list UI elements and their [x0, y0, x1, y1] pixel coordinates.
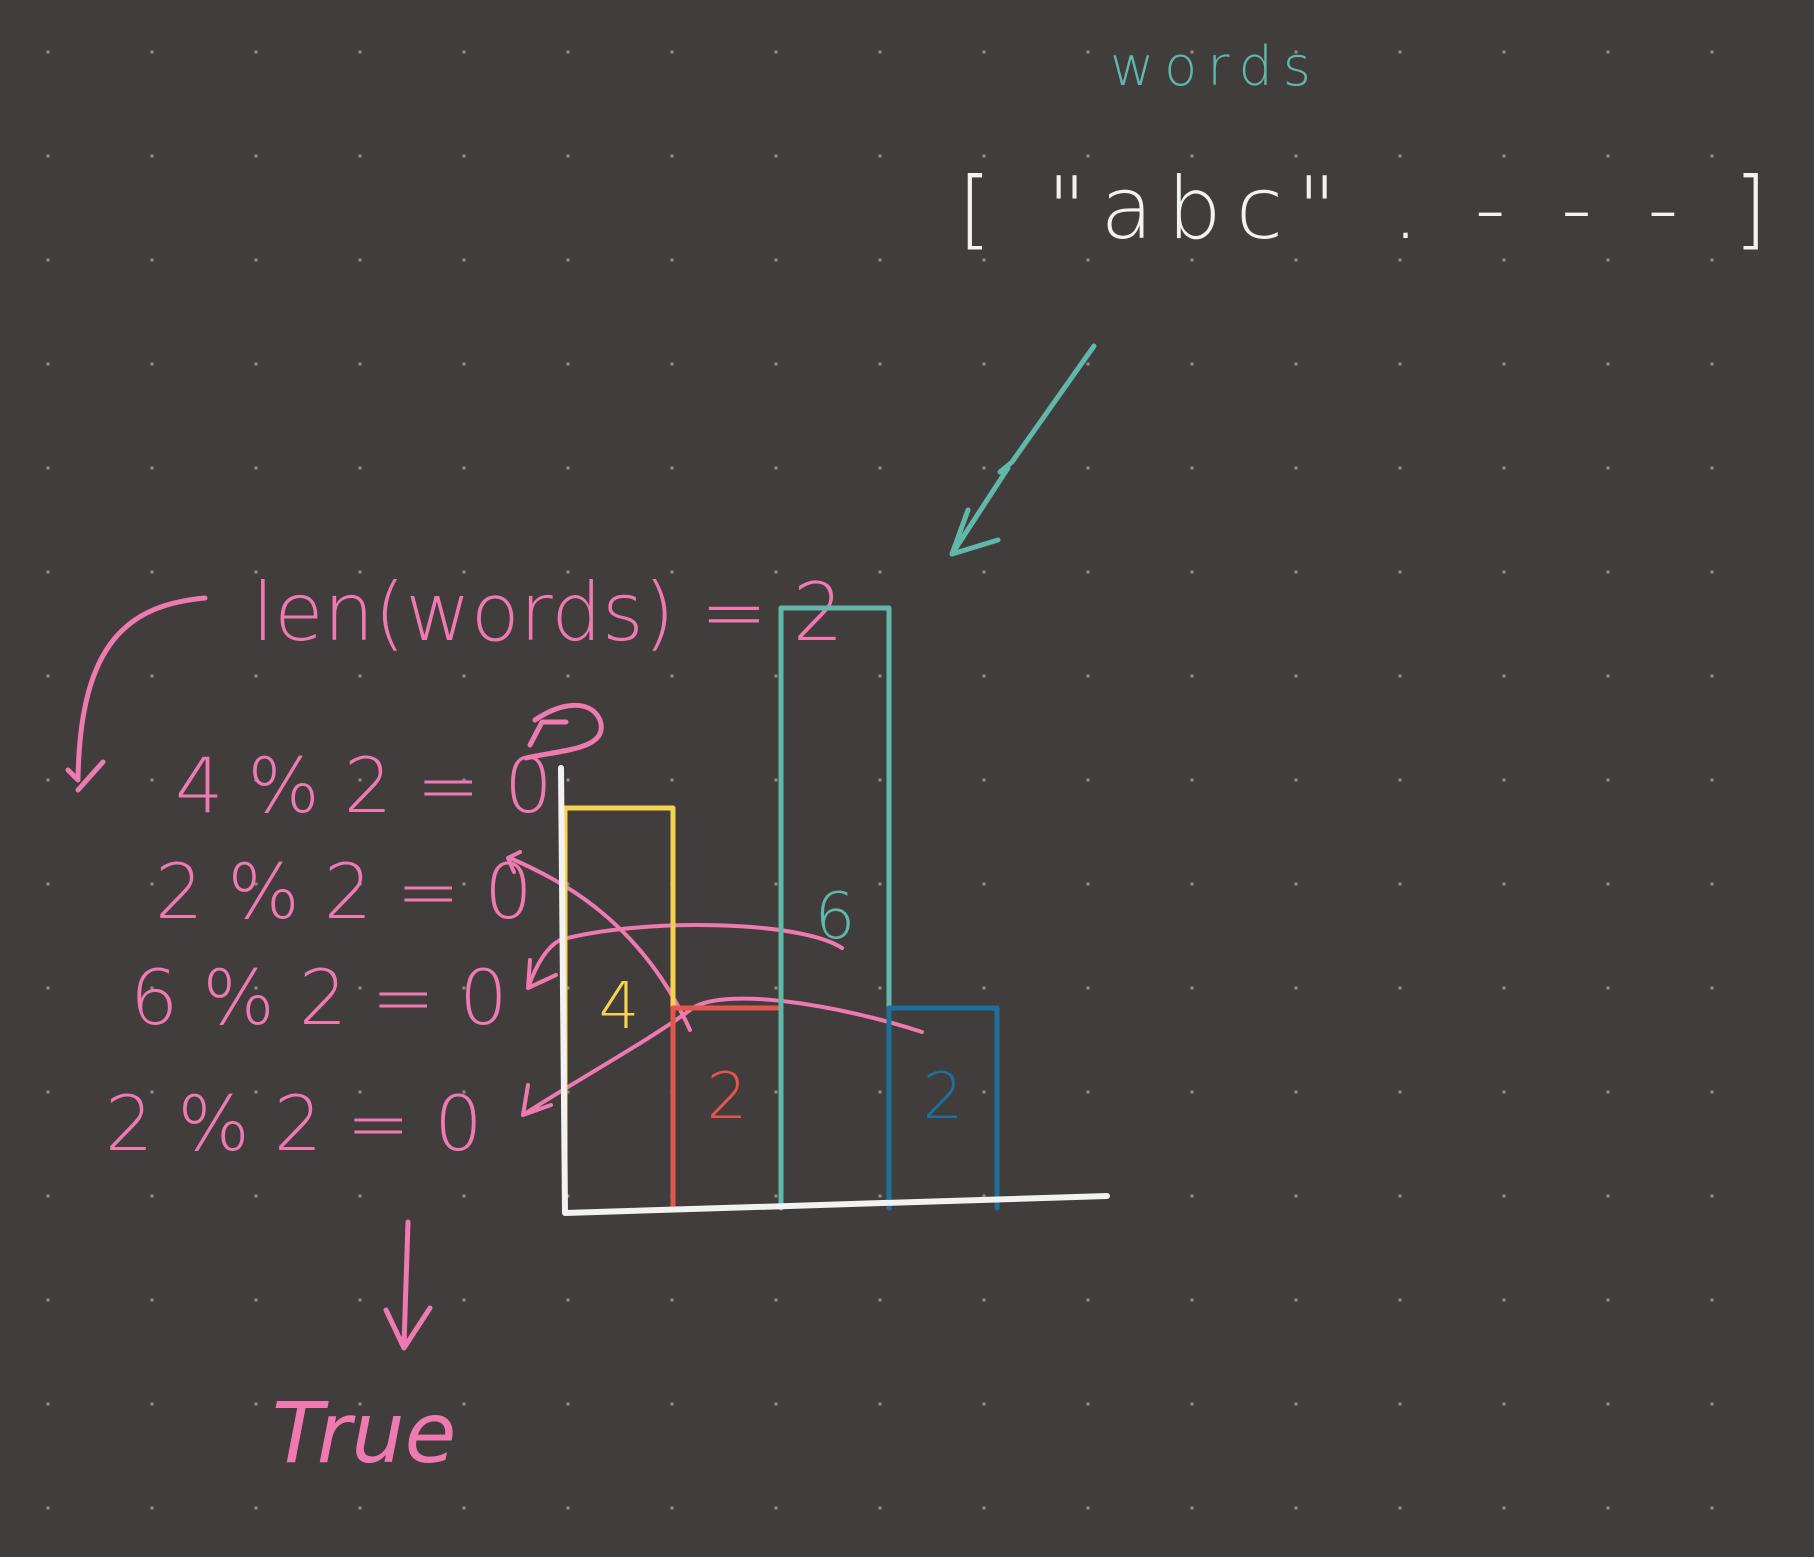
len-expression: len(words) = 2: [252, 566, 844, 659]
chart-axes: [558, 765, 1110, 1216]
bar-value-label-4: 2: [923, 1060, 964, 1134]
dot-grid: [46, 50, 1714, 1510]
mod-row-4: 2 % 2 = 0: [105, 1079, 483, 1168]
words-label: words: [1110, 35, 1321, 98]
mapping-arrow-bar2: [506, 850, 692, 1032]
bar-value-label-3: 6: [815, 880, 856, 954]
bar-value-label-1: 4: [599, 970, 640, 1044]
array-text: [ "abc" . - - - ]: [958, 159, 1781, 259]
teal-arrow: [949, 343, 1097, 557]
mod-row-2: 2 % 2 = 0: [155, 847, 533, 936]
down-arrow: [383, 1219, 433, 1351]
bar-value-label-2: 2: [707, 1060, 748, 1134]
mod-row-3: 6 % 2 = 0: [130, 953, 508, 1042]
loop-arrow-row1: [523, 702, 604, 761]
mod-row-1: 4 % 2 = 0: [175, 741, 553, 830]
result-true: True: [272, 1384, 456, 1482]
mapping-arrow-bar3: [526, 923, 844, 990]
bar-4: [886, 1005, 1000, 1211]
bar-3: [778, 605, 892, 1211]
curved-arrow-to-rows: [65, 595, 208, 793]
